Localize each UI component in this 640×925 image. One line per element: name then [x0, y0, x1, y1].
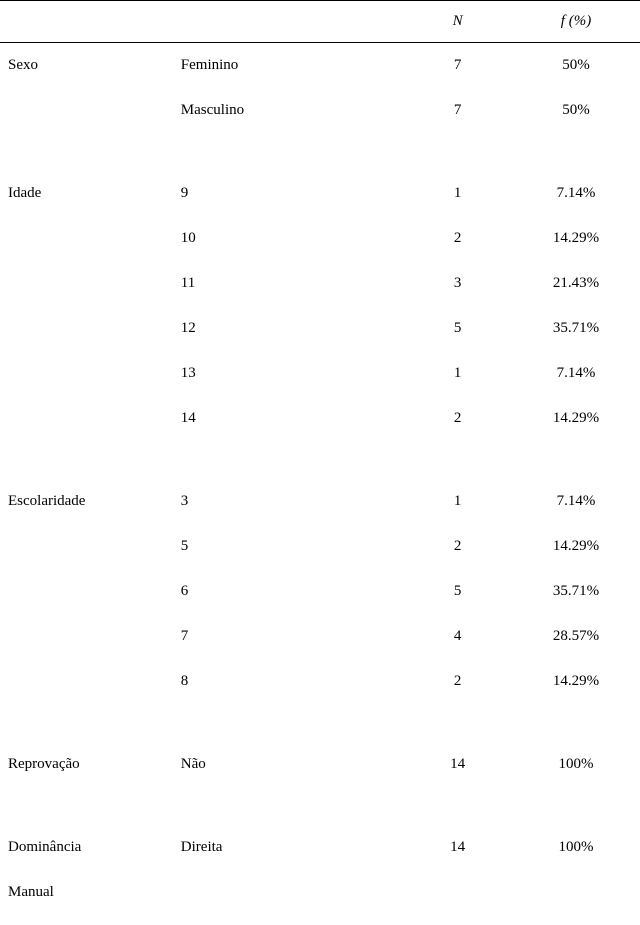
table-row: Idade 9 1 7.14% [0, 171, 640, 216]
table-row: Masculino 7 50% [0, 88, 640, 133]
category-label: Idade [0, 171, 173, 216]
n-value [403, 870, 512, 915]
n-value: 2 [403, 659, 512, 704]
category-label [0, 659, 173, 704]
header-empty-2 [173, 1, 403, 43]
category-label: Reprovação [0, 742, 173, 787]
subcategory-label: Não [173, 742, 403, 787]
category-label: Escolaridade [0, 479, 173, 524]
table-row: Escolaridade 3 1 7.14% [0, 479, 640, 524]
table-row: 8 2 14.29% [0, 659, 640, 704]
header-f: f (%) [512, 1, 640, 43]
subcategory-label: 7 [173, 614, 403, 659]
table-row: 6 5 35.71% [0, 569, 640, 614]
group-spacer [0, 133, 640, 171]
table-row: Dominância Direita 14 100% [0, 825, 640, 870]
n-value: 1 [403, 479, 512, 524]
table-row: Sexo Feminino 7 50% [0, 43, 640, 89]
subcategory-label: Feminino [173, 43, 403, 89]
subcategory-label: 3 [173, 479, 403, 524]
f-value: 100% [512, 825, 640, 870]
f-value: 35.71% [512, 569, 640, 614]
category-label [0, 614, 173, 659]
table-row: 12 5 35.71% [0, 306, 640, 351]
n-value: 14 [403, 825, 512, 870]
category-label [0, 261, 173, 306]
f-value: 35.71% [512, 306, 640, 351]
subcategory-label: 11 [173, 261, 403, 306]
table-row: 7 4 28.57% [0, 614, 640, 659]
subcategory-label: Masculino [173, 88, 403, 133]
n-value: 1 [403, 351, 512, 396]
f-value: 21.43% [512, 261, 640, 306]
subcategory-label: 13 [173, 351, 403, 396]
subcategory-label: 12 [173, 306, 403, 351]
f-value [512, 870, 640, 915]
table-row: 5 2 14.29% [0, 524, 640, 569]
f-value: 28.57% [512, 614, 640, 659]
category-label [0, 351, 173, 396]
header-empty-1 [0, 1, 173, 43]
group-spacer [0, 787, 640, 825]
subcategory-label: 6 [173, 569, 403, 614]
table-row: 13 1 7.14% [0, 351, 640, 396]
n-value: 5 [403, 569, 512, 614]
subcategory-label: 9 [173, 171, 403, 216]
n-value: 2 [403, 396, 512, 441]
demographics-table: N f (%) Sexo Feminino 7 50% Masculino 7 … [0, 0, 640, 915]
category-label [0, 306, 173, 351]
group-spacer [0, 704, 640, 742]
table-row: 10 2 14.29% [0, 216, 640, 261]
f-value: 14.29% [512, 216, 640, 261]
category-label [0, 396, 173, 441]
header-n: N [403, 1, 512, 43]
subcategory-label: Direita [173, 825, 403, 870]
f-value: 100% [512, 742, 640, 787]
subcategory-label: 10 [173, 216, 403, 261]
category-label-line2: Manual [0, 870, 173, 915]
f-value: 14.29% [512, 659, 640, 704]
category-label [0, 524, 173, 569]
subcategory-label: 14 [173, 396, 403, 441]
subcategory-label: 5 [173, 524, 403, 569]
subcategory-label [173, 870, 403, 915]
category-label: Dominância [0, 825, 173, 870]
table-row: Reprovação Não 14 100% [0, 742, 640, 787]
category-label [0, 216, 173, 261]
table-row: 14 2 14.29% [0, 396, 640, 441]
table-header-row: N f (%) [0, 1, 640, 43]
f-value: 50% [512, 43, 640, 89]
n-value: 1 [403, 171, 512, 216]
n-value: 2 [403, 524, 512, 569]
f-value: 14.29% [512, 524, 640, 569]
f-value: 7.14% [512, 171, 640, 216]
table-row: 11 3 21.43% [0, 261, 640, 306]
category-label [0, 88, 173, 133]
n-value: 14 [403, 742, 512, 787]
n-value: 7 [403, 88, 512, 133]
n-value: 5 [403, 306, 512, 351]
category-label [0, 569, 173, 614]
n-value: 2 [403, 216, 512, 261]
f-value: 7.14% [512, 479, 640, 524]
f-value: 14.29% [512, 396, 640, 441]
category-label: Sexo [0, 43, 173, 89]
n-value: 7 [403, 43, 512, 89]
f-value: 50% [512, 88, 640, 133]
group-spacer [0, 441, 640, 479]
f-value: 7.14% [512, 351, 640, 396]
table-row: Manual [0, 870, 640, 915]
n-value: 4 [403, 614, 512, 659]
n-value: 3 [403, 261, 512, 306]
subcategory-label: 8 [173, 659, 403, 704]
